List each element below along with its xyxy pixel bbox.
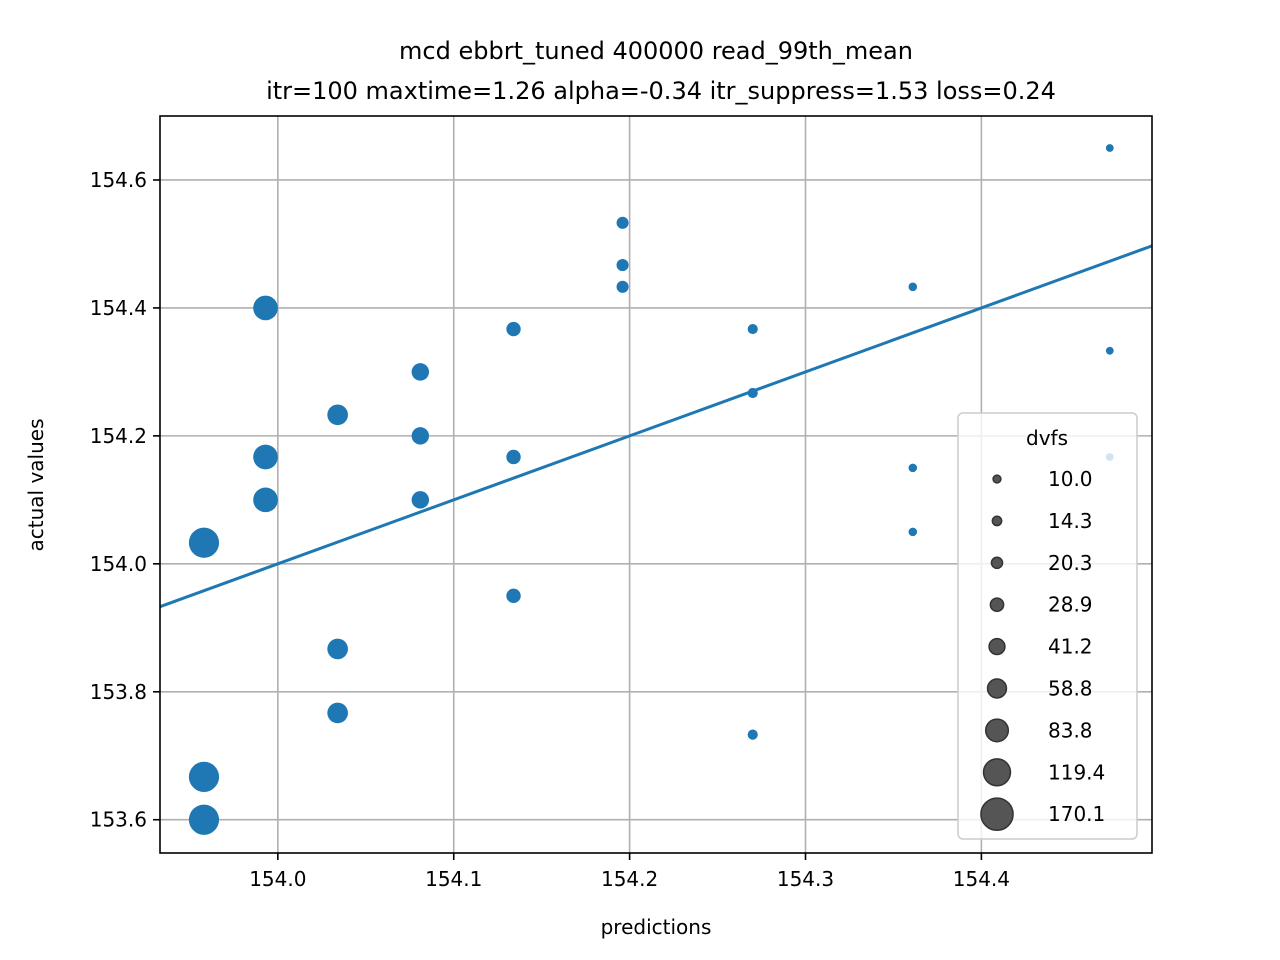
legend-label: 41.2: [1048, 635, 1093, 659]
data-point: [506, 449, 521, 465]
x-tick-label: 154.1: [425, 867, 482, 891]
data-point: [411, 363, 430, 381]
data-point: [411, 427, 430, 445]
data-point: [616, 259, 629, 272]
data-point: [747, 729, 758, 740]
legend-marker: [989, 597, 1005, 613]
x-tick-label: 154.4: [953, 867, 1010, 891]
reference-line-layer: [159, 244, 1153, 609]
legend-label: 170.1: [1048, 802, 1105, 826]
x-tick-label: 154.2: [601, 867, 658, 891]
data-point: [253, 444, 278, 470]
y-axis-ticks: 153.6 153.8 154.0 154.2 154.4 154.6: [90, 168, 160, 832]
data-point: [411, 491, 430, 509]
data-point: [1105, 144, 1114, 152]
grid: [160, 116, 1152, 853]
legend-label: 20.3: [1048, 551, 1093, 575]
data-point: [908, 463, 918, 473]
data-point: [253, 295, 278, 321]
data-point: [253, 487, 278, 513]
y-tick-label: 153.8: [90, 680, 147, 704]
plot-frame: [159, 115, 1153, 854]
data-point: [188, 804, 220, 835]
legend-label: 83.8: [1048, 718, 1093, 742]
y-tick-label: 154.4: [90, 296, 147, 320]
data-point: [616, 280, 629, 293]
data-point: [908, 527, 918, 537]
y-tick-label: 154.2: [90, 424, 147, 448]
legend-marker: [982, 758, 1012, 787]
reference-line: [159, 244, 1153, 609]
legend-label: 58.8: [1048, 677, 1093, 701]
chart-title-line2: itr=100 maxtime=1.26 alpha=-0.34 itr_sup…: [266, 77, 1056, 105]
x-tick-label: 154.0: [249, 867, 306, 891]
data-point: [908, 282, 918, 292]
legend: dvfs 10.0 14.3 20.3 28.9 41.2 58.8 83.8 119.4 17…: [957, 412, 1138, 840]
legend-title: dvfs: [1026, 426, 1068, 450]
y-tick-label: 154.0: [90, 552, 147, 576]
x-axis-label: predictions: [601, 915, 712, 939]
legend-marker: [992, 474, 1002, 484]
data-point: [327, 702, 348, 724]
legend-marker: [986, 678, 1008, 699]
data-point: [747, 387, 758, 399]
legend-label: 10.0: [1048, 467, 1093, 491]
data-points: [188, 144, 1114, 835]
data-point: [1105, 346, 1114, 355]
legend-marker: [991, 515, 1003, 527]
data-point: [616, 216, 629, 229]
y-tick-label: 154.6: [90, 168, 147, 192]
legend-marker: [988, 637, 1006, 656]
data-point: [506, 321, 521, 337]
legend-label: 14.3: [1048, 509, 1093, 533]
data-point: [327, 638, 348, 660]
legend-marker: [984, 718, 1010, 743]
legend-label: 28.9: [1048, 593, 1093, 617]
x-axis-ticks: 154.0 154.1 154.2 154.3 154.4: [249, 853, 1010, 891]
axes: [159, 115, 1153, 854]
data-point: [188, 761, 220, 792]
legend-label: 119.4: [1048, 760, 1105, 784]
data-point: [506, 588, 521, 604]
chart-title-line1: mcd ebbrt_tuned 400000 read_99th_mean: [399, 37, 913, 65]
y-axis-label: actual values: [24, 419, 48, 552]
legend-marker: [980, 797, 1014, 832]
data-point: [747, 323, 758, 335]
x-tick-label: 154.3: [777, 867, 834, 891]
data-point: [188, 527, 220, 558]
legend-marker: [990, 556, 1004, 570]
data-point: [327, 404, 348, 426]
y-tick-label: 153.6: [90, 808, 147, 832]
